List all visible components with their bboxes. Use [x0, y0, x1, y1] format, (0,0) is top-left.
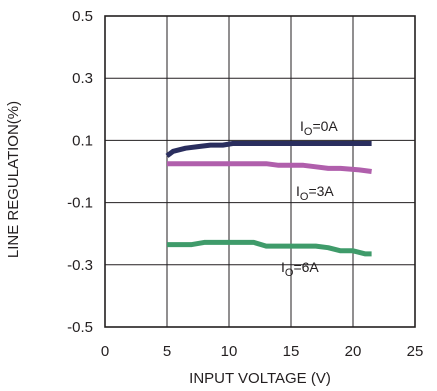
x-tick-label: 25: [407, 343, 424, 360]
series-lines: [165, 141, 372, 257]
x-tick-label: 0: [101, 343, 109, 360]
annotation-io-6a: IO=6A: [281, 259, 319, 279]
y-tick-label: -0.1: [67, 195, 93, 212]
x-tick-label: 15: [283, 343, 300, 360]
series-line-io-0a: [165, 141, 372, 158]
plot-frame: [104, 15, 416, 328]
series-line-io-6a: [167, 239, 372, 257]
x-tick-label: 5: [163, 343, 171, 360]
y-tick-label: 0.3: [72, 70, 93, 87]
x-axis-title: INPUT VOLTAGE (V): [189, 370, 331, 387]
y-tick-labels: 0.5 0.3 0.1 -0.1 -0.3 -0.5: [67, 8, 93, 336]
y-axis-title: LINE REGULATION(%): [5, 101, 22, 258]
annotation-io-3a: IO=3A: [296, 183, 334, 203]
y-tick-label: -0.3: [67, 257, 93, 274]
annotation-io-0a: IO=0A: [300, 118, 338, 138]
x-tick-label: 20: [345, 343, 362, 360]
y-tick-label: -0.5: [67, 319, 93, 336]
y-tick-label: 0.5: [72, 8, 93, 25]
grid: [105, 16, 415, 327]
series-annotations: IO=0A IO=3A IO=6A: [281, 118, 338, 279]
x-tick-label: 10: [221, 343, 238, 360]
x-tick-labels: 0 5 10 15 20 25: [101, 343, 424, 360]
series-line-io-3a: [167, 161, 372, 174]
y-tick-label: 0.1: [72, 132, 93, 149]
